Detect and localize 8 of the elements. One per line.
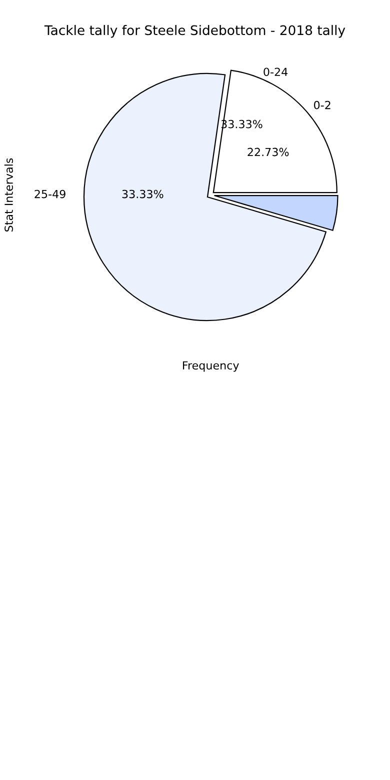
text: Stat Intervals [4,158,13,232]
text: 0-24 [264,68,288,76]
slice-label: 0-2 [314,100,330,110]
text: 25-49 [34,190,66,198]
text: 33.33% [122,190,164,198]
chart-title: Tackle tally for Steele Sidebottom - 2018 tally [44,24,346,38]
data-label: 22.73% [248,148,289,156]
text: Frequency [182,361,239,372]
